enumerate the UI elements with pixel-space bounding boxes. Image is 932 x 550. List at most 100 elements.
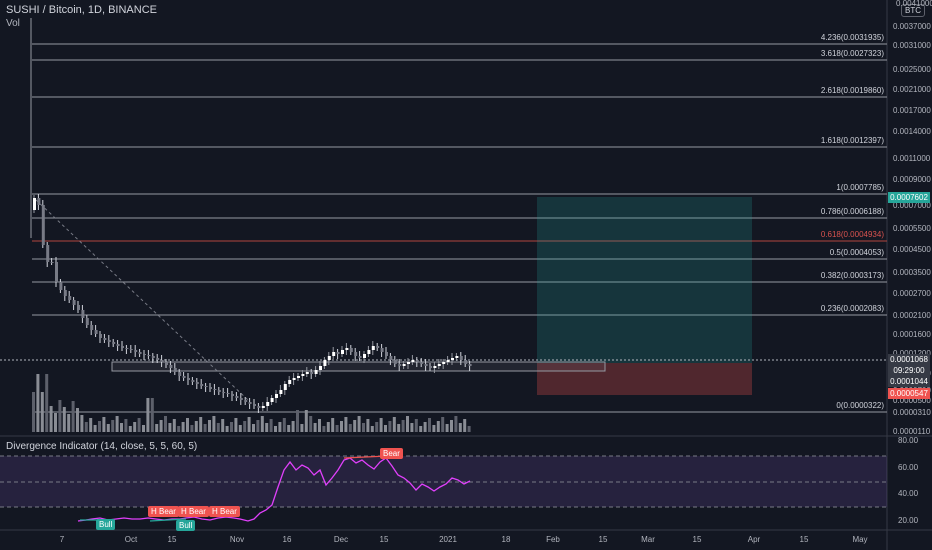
volume-bar [111,420,115,432]
candle-body [332,352,336,356]
volume-bar [260,416,264,432]
volume-bar [36,374,40,432]
volume-bar [58,400,62,432]
volume-bar [128,426,132,432]
candle-body [253,404,256,406]
rsi-line [77,457,471,522]
candle-body [129,349,133,350]
support-rectangle[interactable] [111,361,606,372]
candle-body [415,360,419,362]
volume-bar [467,426,471,432]
candle-body [217,390,221,392]
volume-bar [203,424,207,432]
volume-bar [410,423,414,432]
volume-bar [54,413,57,432]
volume-bar [282,418,286,432]
time-tick-label: 7 [59,535,65,544]
candle-body [121,346,124,348]
price-tick-label: 0.0021000 [893,85,931,94]
volume-bar [190,425,194,432]
indicator-tick-label: 40.00 [898,489,919,498]
candle-body [468,364,472,366]
candle-body [305,372,309,374]
candle-body [187,378,190,380]
candle-body [59,282,63,290]
time-tick-label: Feb [546,535,560,544]
candle-body [266,402,270,406]
indicator-tick-label: 20.00 [898,516,919,525]
price-tick-label: 0.0017000 [893,106,931,115]
candle-body [195,382,199,384]
price-tick-label: 0.0011000 [893,154,931,163]
candle-body [283,384,287,390]
candle-body [367,350,371,354]
volume-bar [40,392,44,432]
volume-bar [146,398,150,432]
volume-bar [186,418,189,432]
candle-body [178,372,182,376]
volume-bar [370,426,374,432]
candle-body [103,338,107,340]
candle-body [310,372,314,374]
volume-bar [194,421,198,432]
volume-bar [291,421,295,432]
time-tick-label: Mar [641,535,655,544]
divergence-label-bear: H Bear [209,506,240,517]
volume-label: Vol [6,18,20,29]
volume-bar [432,425,436,432]
volume-bar [120,423,123,432]
price-tick-label: 0.0000110 [893,427,931,436]
candle-body [389,356,393,360]
price-tick-label: 0.0000500 [893,396,931,405]
price-tick-label: 0.0025000 [893,65,931,74]
candle-body [327,356,331,360]
time-tick-label: 2021 [439,535,457,544]
price-badge: 0.0000547 [888,388,930,399]
divergence-label-bear: H Bear [148,506,179,517]
volume-bar [362,423,365,432]
candle-body [345,348,349,350]
volume-bar [67,414,71,432]
time-tick-label: Nov [229,535,245,544]
fib-level-label: 2.618(0.0019860) [820,86,884,95]
candle-body [213,389,217,390]
candle-body [402,364,406,366]
candle-body [204,386,208,387]
volume-bar [318,419,321,432]
divergence-label-bear: Bear [380,448,403,459]
time-tick-label: Oct [124,535,138,544]
volume-bar [45,374,49,432]
volume-bar [274,426,277,432]
time-tick-label: 18 [501,535,511,544]
fibonacci-extension[interactable] [32,43,887,413]
candle-body [112,342,116,344]
time-tick-label: Apr [747,535,761,544]
fib-level-label: 1(0.0007785) [836,183,884,192]
candle-body [464,360,468,364]
candle-body [151,356,155,358]
candle-body [160,360,164,362]
trend-line[interactable] [35,199,249,401]
candle-body [37,198,41,205]
candle-body [134,350,138,352]
volume-bar [124,419,128,432]
volume-bar [392,417,396,432]
position-target-zone[interactable] [537,197,752,363]
time-tick-label: May [852,535,868,544]
volume-bar [296,410,299,432]
volume-bar [49,406,53,432]
candle-body [173,368,177,372]
volume-bar [177,426,181,432]
candle-body [420,362,424,364]
volume-bar [278,422,282,432]
volume-bar [80,415,84,432]
position-stop-zone[interactable] [537,363,752,395]
volume-bar [313,423,317,432]
volume-bar [300,424,304,432]
candle-body [354,352,358,356]
volume-bar [450,420,453,432]
currency-button[interactable]: BTC [901,4,925,17]
candle-body [407,362,410,364]
candle-body [275,394,278,398]
